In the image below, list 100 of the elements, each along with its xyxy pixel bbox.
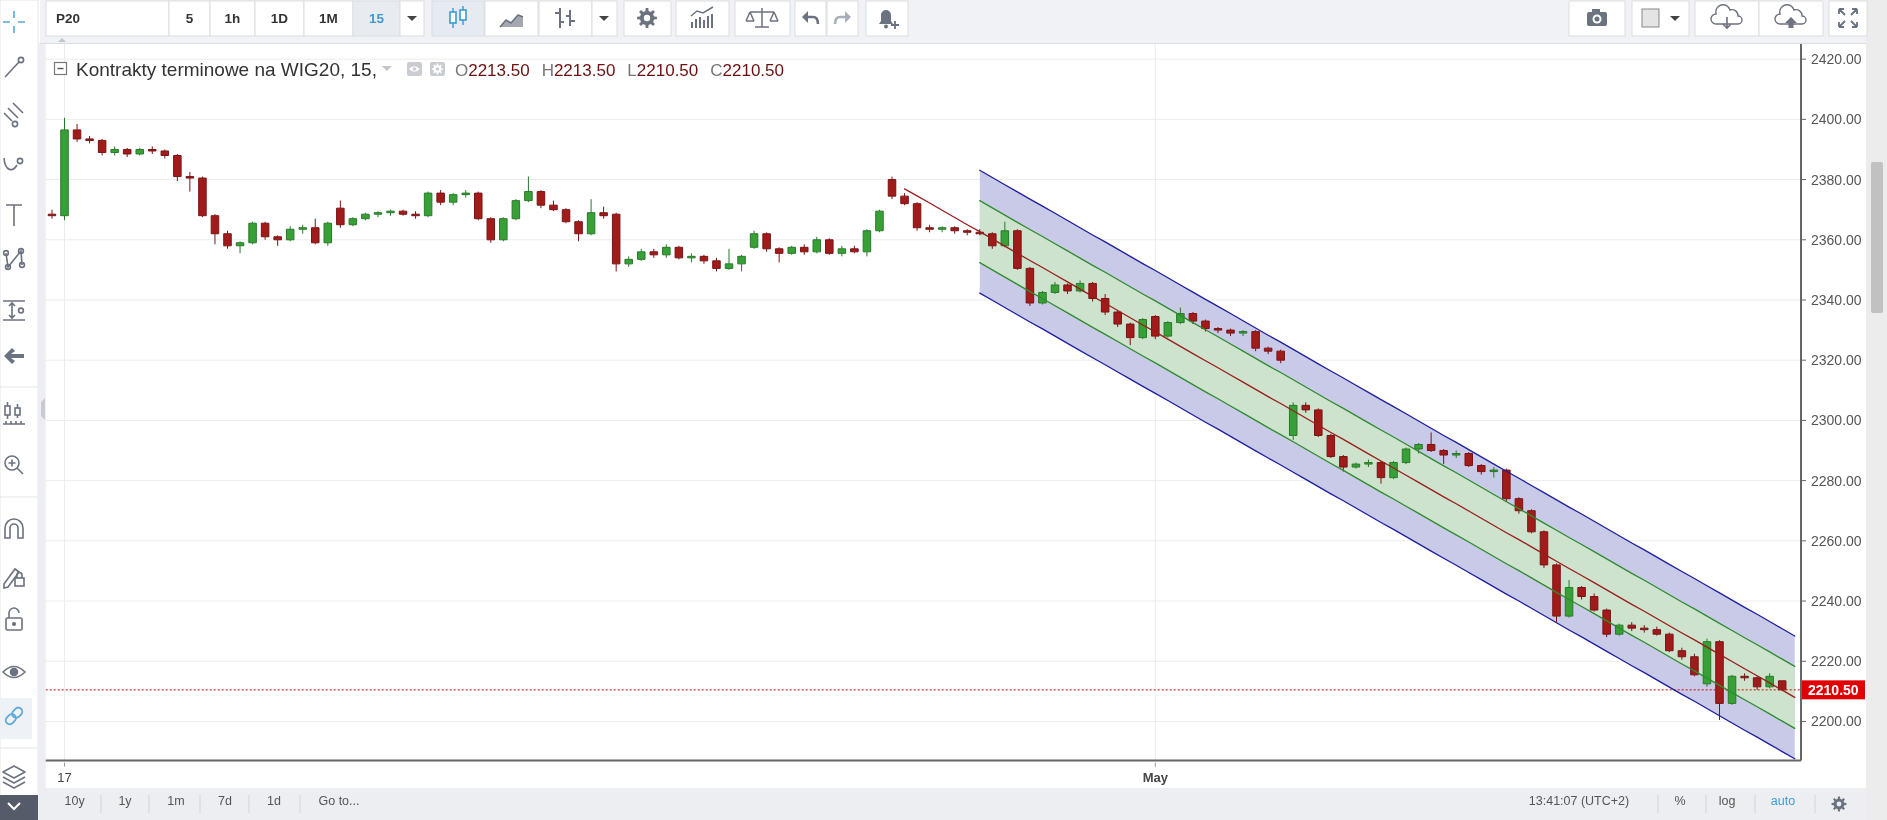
candlestick xyxy=(1552,562,1561,623)
candlestick xyxy=(1665,632,1674,653)
candlestick xyxy=(1288,401,1298,441)
candlestick xyxy=(912,201,922,232)
x-tick-label: May xyxy=(1142,769,1169,785)
candlestick xyxy=(774,246,784,263)
candlestick xyxy=(198,176,207,218)
y-tick-label: 2260.00 xyxy=(1811,532,1862,549)
candlestick xyxy=(937,225,947,233)
text: 1M xyxy=(319,11,338,26)
candlestick xyxy=(248,221,257,245)
candlestick xyxy=(1690,653,1699,677)
candlestick xyxy=(1314,407,1323,438)
candlestick xyxy=(448,192,458,206)
candlestick xyxy=(411,210,420,220)
candlestick xyxy=(285,225,295,242)
annotation: O2213.50 xyxy=(454,61,530,80)
candlestick xyxy=(549,200,558,212)
candlestick xyxy=(988,231,997,250)
candlestick xyxy=(812,236,822,254)
candlestick xyxy=(1464,451,1474,468)
candlestick xyxy=(1677,647,1687,661)
candlestick xyxy=(837,245,847,257)
candlestick xyxy=(235,240,245,254)
candlestick xyxy=(1640,624,1649,634)
text: 1d xyxy=(267,794,281,808)
text: 7d xyxy=(218,794,232,808)
candlestick xyxy=(950,225,959,235)
candlestick xyxy=(1263,346,1273,355)
candlestick xyxy=(674,245,684,260)
candlestick xyxy=(1564,579,1574,619)
candlestick xyxy=(1401,447,1411,465)
candlestick xyxy=(85,135,94,144)
y-tick-label: 2200.00 xyxy=(1811,713,1862,730)
candlestick xyxy=(486,216,496,244)
candlestick xyxy=(1251,329,1260,352)
y-tick-label: 2420.00 xyxy=(1811,51,1862,68)
candlestick xyxy=(900,192,909,206)
candlestick xyxy=(561,207,571,224)
candlestick xyxy=(724,248,734,271)
text: 5 xyxy=(185,11,194,26)
candlestick xyxy=(361,212,370,221)
candlestick xyxy=(160,148,170,159)
candlestick xyxy=(373,210,383,218)
candlestick xyxy=(1276,349,1285,364)
candlestick xyxy=(311,218,320,245)
text: 1D xyxy=(270,11,289,26)
candlestick xyxy=(72,123,82,143)
candlestick xyxy=(574,219,583,242)
candlestick xyxy=(1752,675,1762,691)
candlestick xyxy=(185,171,195,193)
text: P20 xyxy=(56,11,81,26)
candlestick xyxy=(850,245,859,254)
candlestick xyxy=(1201,319,1210,333)
candlestick xyxy=(662,243,671,259)
candlestick xyxy=(1113,310,1122,328)
candlestick xyxy=(1351,462,1361,470)
candlestick xyxy=(1477,463,1486,476)
candlestick xyxy=(1000,221,1010,248)
candlestick xyxy=(799,243,809,256)
candlestick xyxy=(1414,442,1423,455)
candlestick xyxy=(122,147,132,158)
candlestick xyxy=(1125,322,1135,346)
candlestick xyxy=(862,228,872,257)
candlestick xyxy=(336,200,345,229)
candlestick xyxy=(1226,328,1235,337)
candlestick xyxy=(712,257,721,272)
candlestick xyxy=(398,209,408,217)
text: 13:41:07 (UTC+2) xyxy=(1528,794,1630,808)
candlestick xyxy=(423,191,433,218)
candlestick xyxy=(260,221,270,241)
candlestick xyxy=(1088,281,1097,302)
y-tick-label: 2340.00 xyxy=(1811,291,1862,308)
candlestick xyxy=(749,230,759,250)
candlestick xyxy=(1151,314,1160,340)
text: 1h xyxy=(224,11,241,26)
text: auto xyxy=(1770,794,1796,808)
candlestick xyxy=(1439,448,1448,465)
candlestick xyxy=(1326,433,1336,459)
candlestick xyxy=(223,230,232,250)
candlestick xyxy=(47,209,57,220)
text: log xyxy=(1718,794,1736,808)
candlestick xyxy=(1364,459,1373,468)
y-tick-label: 2320.00 xyxy=(1811,352,1862,369)
candlestick xyxy=(110,145,119,156)
y-tick-label: 2380.00 xyxy=(1811,171,1862,188)
y-tick-label: 2360.00 xyxy=(1811,231,1862,248)
candlestick xyxy=(1301,401,1311,414)
candlestick xyxy=(1389,460,1398,480)
candlestick xyxy=(1238,329,1248,337)
candlestick xyxy=(586,198,596,236)
candlestick xyxy=(1627,621,1636,632)
candlestick xyxy=(611,212,621,272)
y-tick-label: 2280.00 xyxy=(1811,472,1862,489)
candlestick xyxy=(1539,529,1549,569)
candlestick xyxy=(699,254,709,265)
candlestick xyxy=(1451,450,1461,459)
candlestick xyxy=(298,224,307,235)
candlestick xyxy=(1740,672,1749,682)
candlestick xyxy=(1213,326,1223,334)
